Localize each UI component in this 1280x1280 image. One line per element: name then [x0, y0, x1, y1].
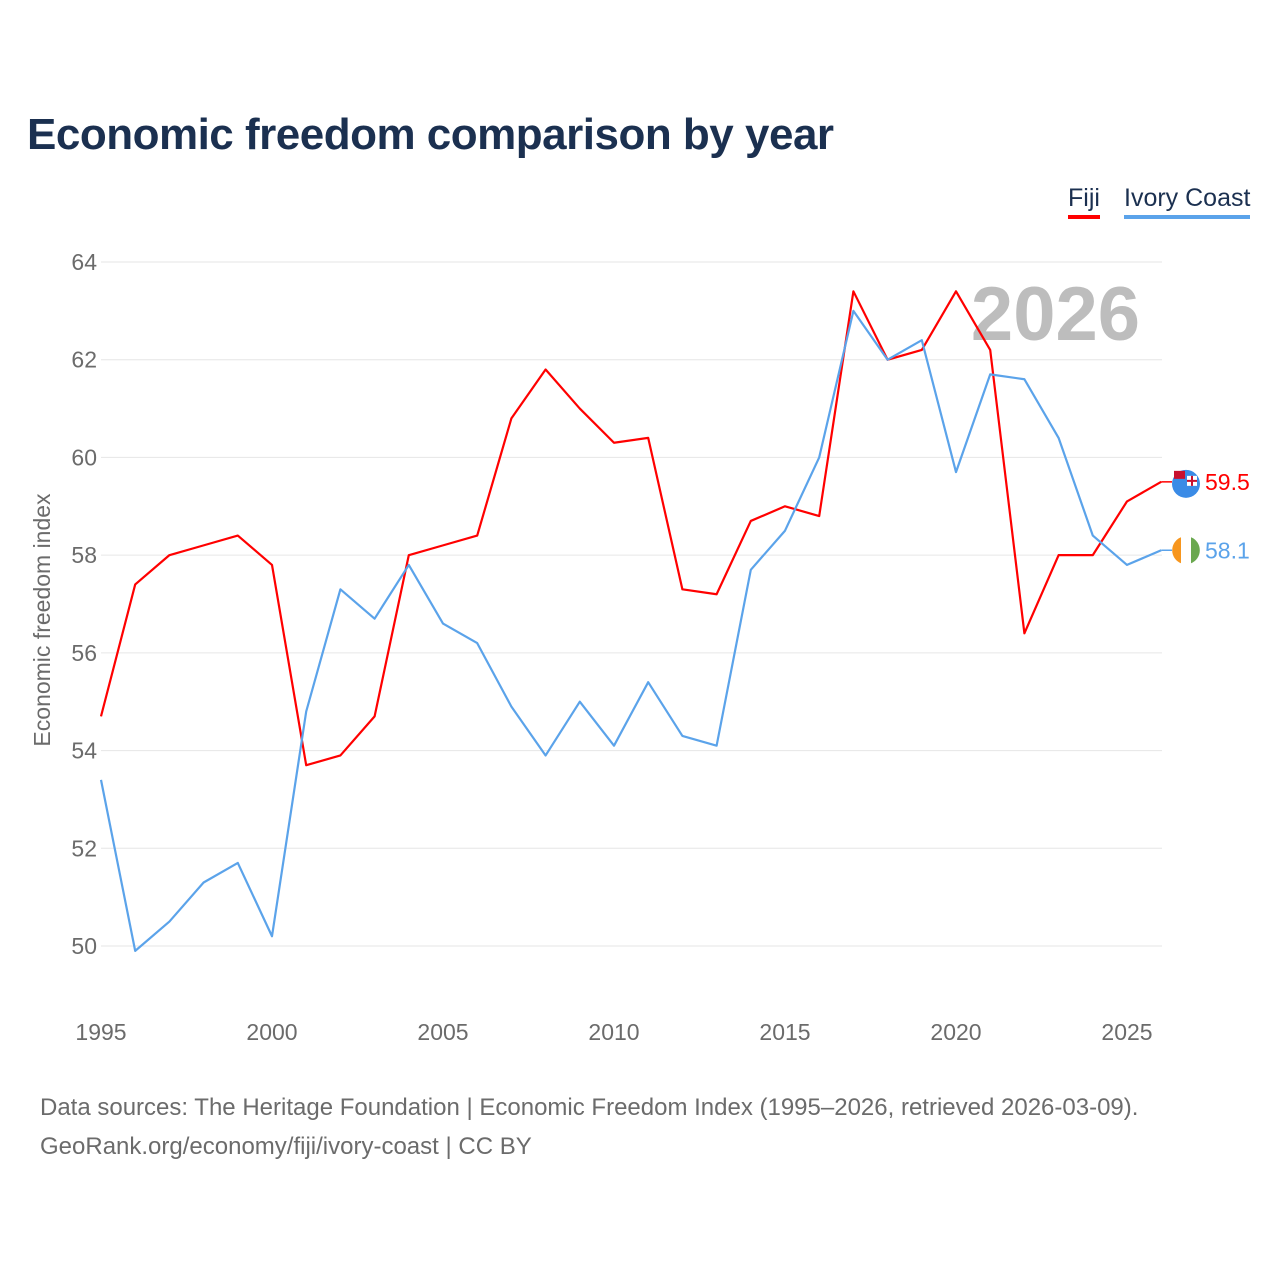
series-line-fiji	[99, 290, 1162, 767]
end-value-label: 58.1	[1205, 537, 1250, 563]
y-tick-label: 56	[71, 640, 97, 666]
x-tick-label: 2020	[930, 1019, 981, 1045]
x-tick-label: 2015	[759, 1019, 810, 1045]
series-line-ivory-coast	[99, 309, 1162, 952]
legend-fiji[interactable]: Fiji	[1068, 184, 1100, 219]
y-axis-label: Economic freedom index	[29, 493, 55, 747]
x-tick-label: 2025	[1101, 1019, 1152, 1045]
year-watermark: 2026	[971, 272, 1140, 357]
footer: Data sources: The Heritage Foundation | …	[40, 1088, 1138, 1166]
y-tick-label: 62	[71, 347, 97, 373]
ivory-coast-flag-icon	[1172, 536, 1200, 565]
x-tick-label: 2000	[246, 1019, 297, 1045]
x-tick-label: 1995	[75, 1019, 126, 1045]
source-link[interactable]: GeoRank.org/economy/fiji/ivory-coast | C…	[40, 1133, 532, 1160]
y-tick-label: 60	[71, 444, 97, 470]
chart-title: Economic freedom comparison by year	[27, 110, 834, 159]
y-tick-label: 64	[71, 249, 97, 275]
data-source-text: Data sources: The Heritage Foundation | …	[40, 1094, 1139, 1121]
y-tick-label: 54	[71, 738, 97, 764]
y-tick-label: 52	[71, 835, 97, 861]
end-value-label: 59.5	[1205, 469, 1250, 495]
x-tick-label: 2010	[588, 1019, 639, 1045]
y-tick-label: 50	[71, 933, 97, 959]
fiji-flag-icon	[1172, 469, 1200, 498]
y-tick-label: 58	[71, 542, 97, 568]
x-tick-label: 2005	[417, 1019, 468, 1045]
legend-ivory-coast[interactable]: Ivory Coast	[1124, 184, 1251, 219]
